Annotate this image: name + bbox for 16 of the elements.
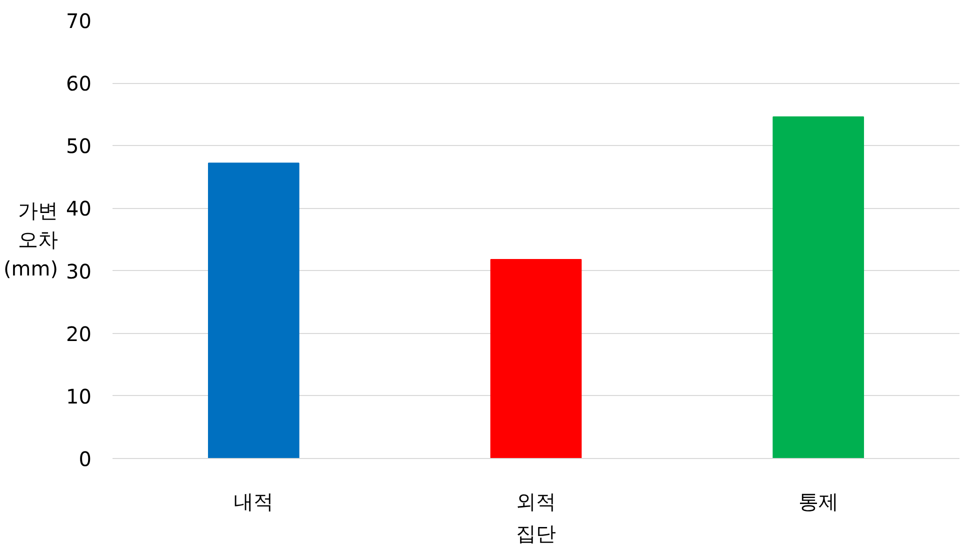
y-tick-label: 70 xyxy=(66,9,92,33)
y-axis-title: 가변 오차 (mm) xyxy=(3,198,58,280)
y-tick-label: 40 xyxy=(66,196,92,221)
y-tick-label: 50 xyxy=(66,134,92,158)
x-tick-label: 외적 xyxy=(516,490,556,514)
x-axis-title: 집단 xyxy=(516,522,556,546)
bar xyxy=(490,259,582,458)
x-tick-label: 통제 xyxy=(798,490,838,514)
y-tick-label: 30 xyxy=(66,259,92,284)
y-tick-label: 10 xyxy=(66,384,92,408)
x-tick-label: 내적 xyxy=(234,490,274,514)
bar xyxy=(772,116,864,458)
y-tick-label: 0 xyxy=(78,447,92,471)
y-tick-label: 20 xyxy=(66,322,92,346)
bar xyxy=(208,162,300,458)
y-tick-label: 60 xyxy=(66,72,92,96)
